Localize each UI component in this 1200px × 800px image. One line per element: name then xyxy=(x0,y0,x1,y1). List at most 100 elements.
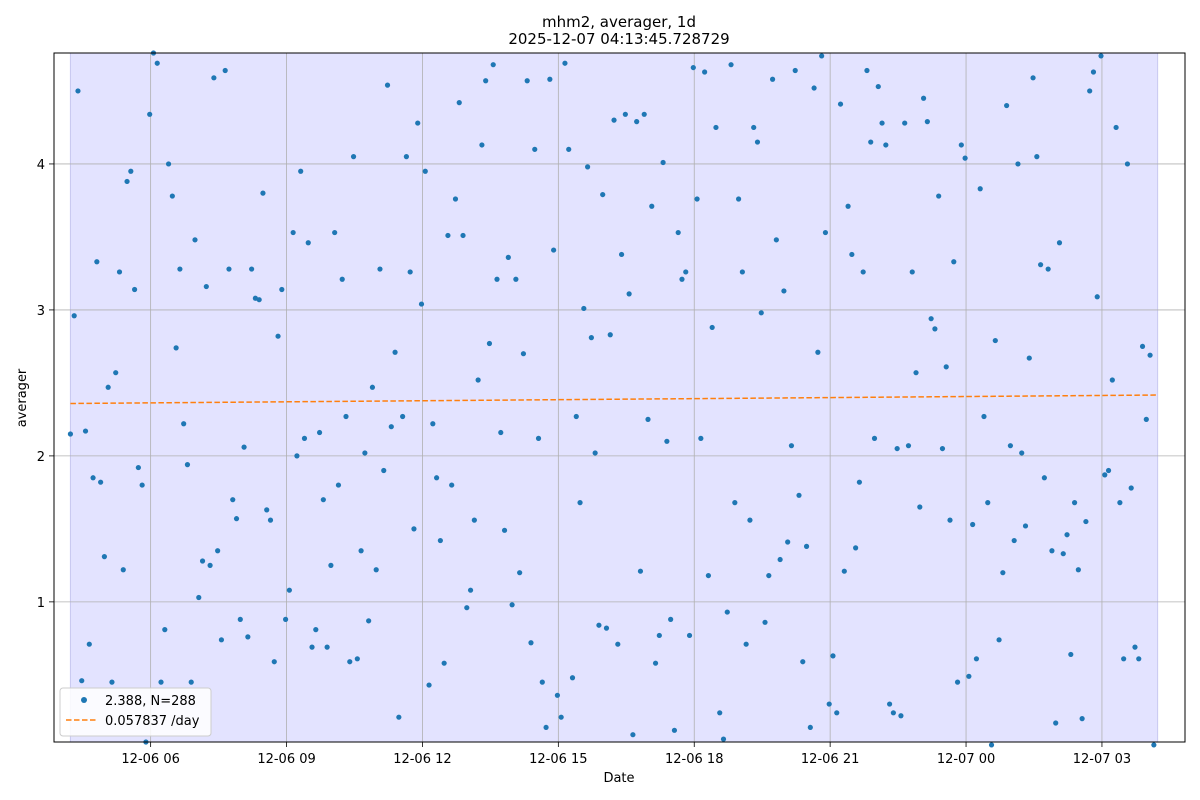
data-point xyxy=(147,111,153,117)
data-point xyxy=(988,742,995,748)
data-point xyxy=(501,527,508,533)
data-point xyxy=(154,60,160,66)
data-point xyxy=(822,229,829,236)
data-point xyxy=(936,193,942,199)
data-point xyxy=(883,142,889,148)
data-point xyxy=(1136,656,1142,662)
data-point xyxy=(1071,500,1078,506)
data-point xyxy=(286,587,292,593)
data-point xyxy=(1147,352,1153,358)
data-point xyxy=(736,196,742,202)
trend-line xyxy=(70,394,1158,405)
data-points xyxy=(67,50,1157,748)
data-point xyxy=(498,429,504,436)
data-point xyxy=(1011,537,1017,544)
data-point xyxy=(769,76,776,82)
data-point xyxy=(464,605,470,611)
data-point xyxy=(1004,102,1010,109)
data-point xyxy=(101,554,107,560)
data-point xyxy=(1053,720,1059,726)
data-point xyxy=(279,286,285,293)
data-point xyxy=(951,259,957,265)
data-point xyxy=(460,232,466,239)
data-point xyxy=(664,438,670,444)
data-point xyxy=(615,641,621,647)
legend-label-points: 2.388, N=288 xyxy=(105,694,196,709)
data-point xyxy=(199,558,206,564)
data-point xyxy=(890,710,896,716)
y-axis-label: averager xyxy=(15,368,30,427)
data-point xyxy=(226,266,232,272)
data-point xyxy=(724,609,730,615)
data-point xyxy=(985,500,991,506)
data-point xyxy=(430,421,436,427)
data-point xyxy=(505,254,511,260)
data-point xyxy=(1087,88,1093,94)
data-point xyxy=(124,178,130,185)
x-tick-label: 12-07 00 xyxy=(937,752,995,767)
data-point xyxy=(773,237,779,243)
data-point xyxy=(853,545,859,551)
data-point xyxy=(600,191,606,198)
data-point xyxy=(1143,416,1149,422)
data-point xyxy=(702,69,708,75)
data-point xyxy=(335,482,342,488)
data-point xyxy=(128,168,134,174)
data-point xyxy=(267,517,274,523)
data-point xyxy=(747,517,753,523)
data-point xyxy=(826,701,832,707)
chart-title: mhm2, averager, 1d xyxy=(542,13,696,31)
data-point xyxy=(622,111,628,117)
data-point xyxy=(630,732,636,738)
data-point xyxy=(535,435,542,441)
data-point xyxy=(369,384,376,390)
data-point xyxy=(207,562,213,568)
data-point xyxy=(796,492,802,498)
data-point xyxy=(233,516,240,522)
data-point xyxy=(400,413,406,420)
data-point xyxy=(686,632,693,639)
shaded-time-span xyxy=(69,52,1159,743)
data-point xyxy=(1026,355,1032,361)
data-point xyxy=(800,659,806,665)
legend-label-trend: 0.057837 /day xyxy=(105,714,200,729)
data-point xyxy=(116,269,123,275)
data-point xyxy=(1128,485,1134,491)
data-point xyxy=(585,164,591,170)
data-point xyxy=(920,95,927,101)
data-point xyxy=(282,616,289,622)
data-point xyxy=(1079,716,1085,722)
data-point xyxy=(90,475,96,481)
data-point xyxy=(1083,518,1089,525)
data-point xyxy=(290,229,296,236)
data-point xyxy=(486,340,493,347)
data-point xyxy=(751,124,757,131)
data-point xyxy=(1049,548,1055,554)
data-point xyxy=(1022,523,1029,529)
data-point xyxy=(1094,294,1100,300)
data-point xyxy=(996,637,1002,643)
data-point xyxy=(1030,75,1036,81)
data-point xyxy=(79,678,85,684)
data-point xyxy=(898,713,904,719)
data-point xyxy=(377,266,383,272)
data-point xyxy=(135,464,141,471)
data-point xyxy=(316,429,323,436)
data-point xyxy=(932,326,938,332)
data-point xyxy=(162,626,168,633)
data-point xyxy=(917,504,923,510)
data-point xyxy=(264,507,270,513)
data-point xyxy=(445,232,451,239)
data-point xyxy=(739,269,745,275)
data-point xyxy=(1060,551,1066,557)
x-tick-label: 12-07 03 xyxy=(1073,752,1131,767)
data-point xyxy=(652,660,659,666)
data-point xyxy=(1064,532,1070,538)
data-point xyxy=(354,656,360,662)
data-point xyxy=(392,349,398,355)
data-point xyxy=(947,517,953,523)
data-point xyxy=(339,276,345,282)
data-point xyxy=(165,161,172,167)
data-point xyxy=(1038,262,1044,268)
